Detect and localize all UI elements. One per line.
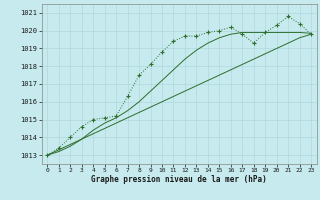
X-axis label: Graphe pression niveau de la mer (hPa): Graphe pression niveau de la mer (hPa) bbox=[91, 175, 267, 184]
